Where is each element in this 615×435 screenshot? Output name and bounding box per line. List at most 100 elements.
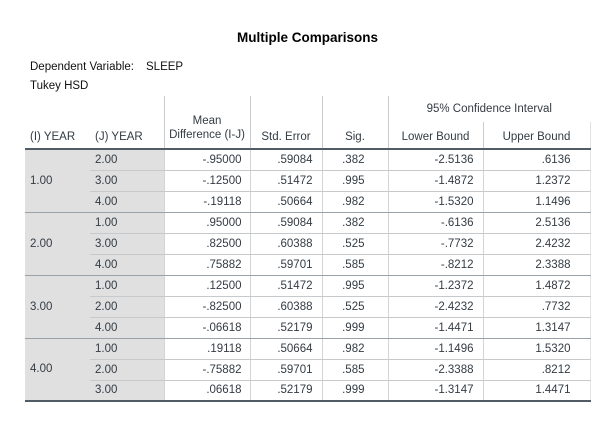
table-header: (I) YEAR (J) YEAR Mean Difference (I-J) …	[25, 96, 591, 150]
j-year-cell: 3.00	[90, 233, 164, 255]
std-error-cell: .52179	[249, 317, 322, 339]
mean-difference-line2: Difference (I-J)	[169, 129, 245, 142]
lower-bound-cell: -1.5320	[387, 191, 483, 213]
sig-cell: .999	[321, 317, 388, 339]
sig-cell: .585	[321, 254, 388, 276]
j-year-cell: 4.00	[90, 317, 164, 339]
sig-cell: .585	[321, 359, 388, 381]
upper-bound-cell: 1.4872	[482, 275, 591, 297]
col-header-sig: Sig.	[321, 96, 388, 150]
std-error-cell: .60388	[249, 233, 322, 255]
page-title: Multiple Comparisons	[236, 30, 378, 45]
i-year-cell: 2.00	[25, 212, 90, 276]
table-row: 3.00.06618.52179.999 -1.3147 1.4471	[25, 380, 591, 402]
mean-difference-cell: .06618	[163, 380, 250, 402]
std-error-cell: .51472	[249, 275, 322, 297]
j-year-cell: 2.00	[90, 296, 164, 318]
j-year-cell: 1.00	[90, 275, 164, 297]
upper-bound-cell: .8212	[482, 359, 591, 381]
header-row-bounds: Lower Bound Upper Bound	[25, 122, 591, 150]
mean-difference-cell: -.95000	[163, 149, 250, 171]
col-header-j-year: (J) YEAR	[90, 96, 164, 150]
lower-bound-cell: -1.2372	[387, 275, 483, 297]
col-header-confidence-interval: 95% Confidence Interval	[387, 96, 590, 122]
i-year-cell: 1.00	[25, 149, 90, 213]
lower-bound-cell: -1.4471	[387, 317, 483, 339]
std-error-cell: .59084	[249, 212, 322, 234]
j-year-cell: 4.00	[90, 254, 164, 276]
lower-bound-cell: -.8212	[387, 254, 483, 276]
table-body: 1.00 2.00 -.95000.59084.382 -2.5136.6136 3.0…	[25, 149, 591, 402]
sig-cell: .525	[321, 296, 388, 318]
std-error-cell: .59701	[249, 359, 322, 381]
col-header-i-year: (I) YEAR	[25, 96, 90, 150]
lower-bound-cell: -1.1496	[387, 338, 483, 360]
table-row: 4.00 -.06618.52179.999 -1.4471 1.3147	[25, 317, 591, 339]
mean-difference-cell: .95000	[163, 212, 250, 234]
sig-cell: .525	[321, 233, 388, 255]
std-error-cell: .60388	[249, 296, 322, 318]
mean-difference-cell: -.82500	[163, 296, 250, 318]
mean-difference-cell: .19118	[163, 338, 250, 360]
upper-bound-cell: .6136	[482, 149, 591, 171]
j-year-cell: 4.00	[90, 191, 164, 213]
mean-difference-cell: .12500	[163, 275, 250, 297]
table-row: 2.00 1.00.95000.59084.382 -.6136 2.5136	[25, 212, 591, 276]
lower-bound-cell: -.7732	[387, 233, 483, 255]
upper-bound-cell: 1.1496	[482, 191, 591, 213]
table-row: 4.00 1.00.19118.50664.982 -1.1496 1.5320	[25, 338, 591, 402]
std-error-cell: .50664	[249, 191, 322, 213]
upper-bound-cell: 1.5320	[482, 338, 591, 360]
j-year-cell: 3.00	[90, 380, 164, 402]
sig-cell: .995	[321, 275, 388, 297]
j-year-cell: 1.00	[90, 212, 164, 234]
col-header-lower-bound: Lower Bound	[387, 122, 483, 150]
j-year-cell: 2.00	[90, 359, 164, 381]
upper-bound-cell: 1.2372	[482, 170, 591, 192]
std-error-cell: .59084	[249, 149, 322, 171]
lower-bound-cell: -.6136	[387, 212, 483, 234]
sig-cell: .382	[321, 149, 388, 171]
upper-bound-cell: 2.4232	[482, 233, 591, 255]
lower-bound-cell: -1.4872	[387, 170, 483, 192]
mean-difference-cell: -.19118	[163, 191, 250, 213]
j-year-cell: 3.00	[90, 170, 164, 192]
i-year-cell: 3.00	[25, 275, 90, 339]
sig-cell: .982	[321, 191, 388, 213]
table-row: 3.00 1.00.12500.51472.995 -1.2372 1.4872	[25, 275, 591, 339]
mean-difference-line1: Mean	[192, 115, 222, 128]
col-header-upper-bound: Upper Bound	[482, 122, 591, 150]
multiple-comparisons-table: (I) YEAR (J) YEAR Mean Difference (I-J) …	[25, 96, 591, 402]
std-error-cell: .52179	[249, 380, 322, 402]
dependent-variable-value: SLEEP	[146, 61, 184, 73]
sig-cell: .382	[321, 212, 388, 234]
table-row: 1.00 2.00 -.95000.59084.382 -2.5136.6136	[25, 149, 591, 213]
std-error-cell: .59701	[249, 254, 322, 276]
sig-cell: .982	[321, 338, 388, 360]
mean-difference-cell: -.75882	[163, 359, 250, 381]
i-year-cell: 4.00	[25, 338, 90, 402]
upper-bound-cell: 2.5136	[482, 212, 591, 234]
header-row-top: (I) YEAR (J) YEAR Mean Difference (I-J) …	[25, 96, 590, 150]
dependent-variable-label: Dependent Variable:	[30, 61, 134, 73]
table-row: 4.00.75882.59701.585 -.8212 2.3388	[25, 254, 591, 276]
upper-bound-cell: 1.3147	[482, 317, 591, 339]
dependent-variable-row: Dependent Variable: SLEEP	[30, 61, 183, 73]
lower-bound-cell: -2.3388	[387, 359, 483, 381]
col-header-std-error: Std. Error	[249, 96, 322, 150]
table-row: 3.00 -.12500.51472.995 -1.4872 1.2372	[25, 170, 591, 192]
tukey-hsd-label: Tukey HSD	[30, 80, 89, 92]
mean-difference-cell: .82500	[163, 233, 250, 255]
lower-bound-cell: -2.5136	[387, 149, 483, 171]
table-row: 2.00 -.82500.60388.525 -2.4232.7732	[25, 296, 591, 318]
mean-difference-cell: -.12500	[163, 170, 250, 192]
std-error-cell: .50664	[249, 338, 322, 360]
mean-difference-cell: -.06618	[163, 317, 250, 339]
col-header-mean-difference: Mean Difference (I-J)	[163, 96, 250, 150]
table-row: 4.00 -.19118.50664.982 -1.5320 1.1496	[25, 191, 591, 213]
lower-bound-cell: -2.4232	[387, 296, 483, 318]
table-row: 3.00.82500.60388.525 -.7732 2.4232	[25, 233, 591, 255]
upper-bound-cell: 1.4471	[482, 380, 591, 402]
j-year-cell: 2.00	[90, 149, 164, 171]
